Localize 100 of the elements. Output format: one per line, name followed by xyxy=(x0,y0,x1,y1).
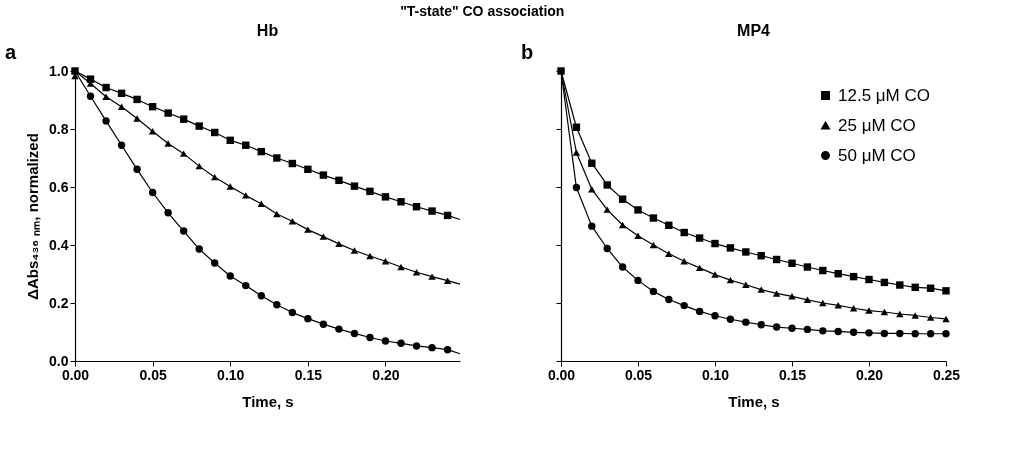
point xyxy=(757,286,765,293)
point xyxy=(350,247,359,254)
point xyxy=(742,248,750,256)
point xyxy=(397,198,405,206)
point xyxy=(634,206,642,214)
point xyxy=(680,228,688,237)
point xyxy=(942,287,950,295)
point xyxy=(665,221,673,229)
point xyxy=(335,176,343,185)
point xyxy=(273,301,281,309)
chart-title: MP4 xyxy=(737,22,771,39)
point xyxy=(257,200,265,208)
point xyxy=(288,308,297,317)
point xyxy=(788,259,796,267)
point xyxy=(304,165,312,174)
point xyxy=(865,307,873,314)
point xyxy=(86,75,95,83)
point xyxy=(788,293,796,300)
point xyxy=(803,263,812,271)
point xyxy=(757,252,765,260)
text: "T-state" CO association xyxy=(400,3,565,19)
point xyxy=(350,329,359,338)
point xyxy=(911,312,919,319)
point xyxy=(443,345,452,354)
point xyxy=(319,171,328,179)
point xyxy=(819,266,827,275)
point xyxy=(242,281,250,290)
y-tick-label: 0.4 xyxy=(49,236,69,253)
point xyxy=(680,301,688,310)
x-axis-title: Time, s xyxy=(728,392,780,410)
point xyxy=(443,277,452,284)
point xyxy=(304,226,312,233)
point xyxy=(772,290,781,297)
text: b xyxy=(521,41,534,63)
point xyxy=(195,122,203,130)
point xyxy=(911,330,919,338)
point xyxy=(397,339,405,348)
point xyxy=(711,271,719,278)
point xyxy=(211,259,219,267)
x-tick-label: 0.20 xyxy=(372,366,400,383)
point xyxy=(896,281,904,289)
point xyxy=(926,314,935,321)
point xyxy=(164,140,172,147)
point xyxy=(211,173,219,181)
point xyxy=(242,192,250,199)
point xyxy=(335,325,343,333)
point xyxy=(397,263,405,271)
point xyxy=(742,281,750,288)
point xyxy=(819,299,827,307)
point xyxy=(588,186,596,193)
point xyxy=(335,240,343,248)
point xyxy=(273,210,281,218)
point xyxy=(634,232,642,239)
point xyxy=(896,310,904,318)
y-tick-label: 0.2 xyxy=(49,294,69,311)
legend-label: 25 μM CO xyxy=(838,115,916,135)
point xyxy=(428,273,436,280)
point xyxy=(603,244,611,253)
x-tick-label: 0.05 xyxy=(139,366,167,383)
point xyxy=(695,264,704,272)
point xyxy=(148,188,157,197)
point xyxy=(133,165,141,174)
x-tick-label: 0.05 xyxy=(624,366,653,383)
point xyxy=(695,307,704,316)
point xyxy=(164,209,172,217)
point xyxy=(926,330,935,338)
legend-label: 12.5 μM CO xyxy=(838,85,930,105)
point xyxy=(148,128,157,135)
point xyxy=(572,149,581,156)
point xyxy=(757,321,765,329)
x-tick-label: 0.00 xyxy=(547,366,576,383)
point xyxy=(133,95,141,104)
point xyxy=(880,329,889,338)
point xyxy=(834,327,842,336)
point xyxy=(603,206,611,213)
point xyxy=(772,323,781,331)
legend-label: 50 μM CO xyxy=(838,145,916,165)
point xyxy=(649,241,658,249)
x-tick-label: 0.10 xyxy=(701,366,730,383)
point xyxy=(350,182,359,190)
point xyxy=(319,320,328,328)
point xyxy=(588,222,596,230)
point xyxy=(226,272,234,280)
point xyxy=(803,296,812,304)
x-tick-label: 0.20 xyxy=(855,366,884,383)
point xyxy=(849,328,858,336)
point xyxy=(366,187,374,196)
point xyxy=(603,181,611,189)
point xyxy=(665,250,673,257)
point xyxy=(412,342,421,350)
point xyxy=(896,329,904,338)
point xyxy=(179,115,188,123)
point xyxy=(164,109,172,117)
x-tick-label: 0.15 xyxy=(778,366,807,383)
point xyxy=(304,314,312,323)
point xyxy=(788,324,796,332)
chart-title: Hb xyxy=(256,22,279,39)
point xyxy=(572,183,581,192)
y-tick-label: 0.6 xyxy=(49,178,69,195)
y-tick-label: 1.0 xyxy=(49,62,69,79)
